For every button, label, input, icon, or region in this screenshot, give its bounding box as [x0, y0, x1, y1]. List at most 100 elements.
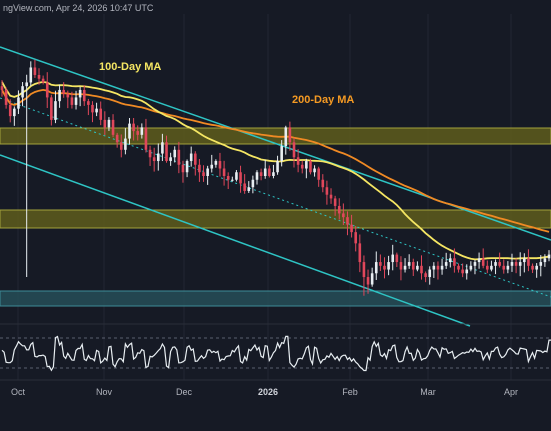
- candle-body: [165, 142, 168, 162]
- candle-body: [206, 168, 209, 176]
- candle-body: [448, 258, 452, 263]
- candle-body: [17, 97, 20, 109]
- candle-body: [498, 262, 501, 266]
- source-header: ngView.com, Apr 24, 2026 10:47 UTC: [3, 3, 154, 13]
- candle-body: [477, 258, 481, 263]
- candle-body: [300, 164, 304, 169]
- candle-body: [99, 108, 103, 120]
- x-tick-label: Apr: [504, 387, 518, 397]
- candle-body: [132, 123, 135, 132]
- candle-body: [4, 89, 8, 105]
- candle-body: [41, 78, 45, 83]
- candle-body: [181, 164, 185, 173]
- candle-body: [539, 262, 543, 266]
- candle-body: [259, 172, 263, 176]
- candle-body: [391, 254, 395, 263]
- candle-body: [305, 161, 308, 169]
- candle-body: [185, 161, 189, 173]
- candle-body: [128, 123, 131, 139]
- candle-body: [490, 265, 493, 270]
- candle-body: [0, 86, 4, 90]
- candle-body: [231, 179, 234, 181]
- candle-body: [276, 161, 279, 173]
- channel-lower-line: [0, 154, 471, 327]
- candle-body: [313, 168, 316, 173]
- candle-body: [66, 93, 70, 98]
- candle-body: [321, 179, 325, 188]
- candle-body: [387, 262, 390, 270]
- resistance-zone-lower: [0, 209, 551, 229]
- candle-body: [403, 265, 407, 270]
- x-tick-label: Oct: [11, 387, 26, 397]
- candle-body: [411, 262, 415, 270]
- candle-body: [346, 217, 349, 225]
- candle-body: [383, 265, 386, 270]
- candle-body: [407, 262, 411, 266]
- candle-body: [527, 258, 530, 266]
- candle-body: [481, 258, 485, 266]
- candle-body: [284, 127, 288, 147]
- candle-body: [366, 277, 370, 285]
- candle-body: [358, 243, 362, 263]
- candle-body: [247, 187, 251, 191]
- candle-body: [29, 67, 33, 83]
- candle-body: [173, 149, 177, 158]
- candle-body: [292, 142, 296, 158]
- candle-body: [198, 164, 201, 173]
- candle-body: [111, 119, 115, 135]
- candle-body: [342, 213, 345, 218]
- candle-body: [62, 89, 65, 94]
- rsi-line: [1, 335, 551, 372]
- candle-body: [169, 157, 172, 162]
- x-tick-label: Mar: [420, 387, 436, 397]
- x-axis-labels: Oct Nov Dec 2026 Feb Mar Apr: [11, 387, 518, 397]
- candle-body: [288, 127, 292, 143]
- candle-body: [506, 265, 510, 270]
- candle-body: [317, 168, 320, 180]
- candle-body: [272, 172, 275, 176]
- candle-body: [309, 161, 312, 173]
- candle-body: [58, 89, 61, 102]
- candles-group: [0, 59, 551, 296]
- channel-upper-line: [0, 46, 551, 241]
- candle-body: [486, 265, 489, 270]
- candle-body: [440, 265, 444, 270]
- candle-body: [91, 104, 94, 113]
- candle-body: [543, 258, 547, 263]
- candle-body: [115, 134, 119, 143]
- candle-body: [136, 131, 140, 135]
- candle-body: [420, 265, 423, 274]
- candle-body: [337, 205, 341, 214]
- candle-body: [243, 183, 246, 191]
- candle-body: [432, 265, 436, 270]
- candle-body: [140, 127, 144, 135]
- candle-body: [78, 89, 82, 98]
- candle-body: [235, 172, 238, 180]
- candle-body: [465, 269, 469, 274]
- candle-body: [424, 273, 427, 278]
- candle-body: [436, 265, 440, 270]
- candle-body: [54, 101, 57, 120]
- candle-body: [50, 97, 53, 120]
- candle-body: [502, 265, 506, 270]
- candle-body: [379, 262, 382, 266]
- candle-body: [473, 262, 477, 266]
- candle-body: [124, 138, 127, 150]
- candle-body: [296, 157, 300, 165]
- candle-body: [45, 82, 49, 98]
- x-tick-label: Nov: [96, 387, 113, 397]
- candle-body: [218, 161, 222, 169]
- candle-body: [103, 119, 107, 128]
- candle-body: [329, 194, 333, 199]
- candle-body: [95, 108, 98, 113]
- ma100-annotation: 100-Day MA: [99, 61, 161, 73]
- candle-body: [268, 168, 271, 176]
- candle-body: [25, 82, 28, 87]
- candle-body: [547, 254, 551, 259]
- candle-body: [416, 265, 419, 270]
- candle-body: [239, 172, 242, 184]
- candle-body: [457, 265, 460, 270]
- candle-body: [144, 127, 148, 150]
